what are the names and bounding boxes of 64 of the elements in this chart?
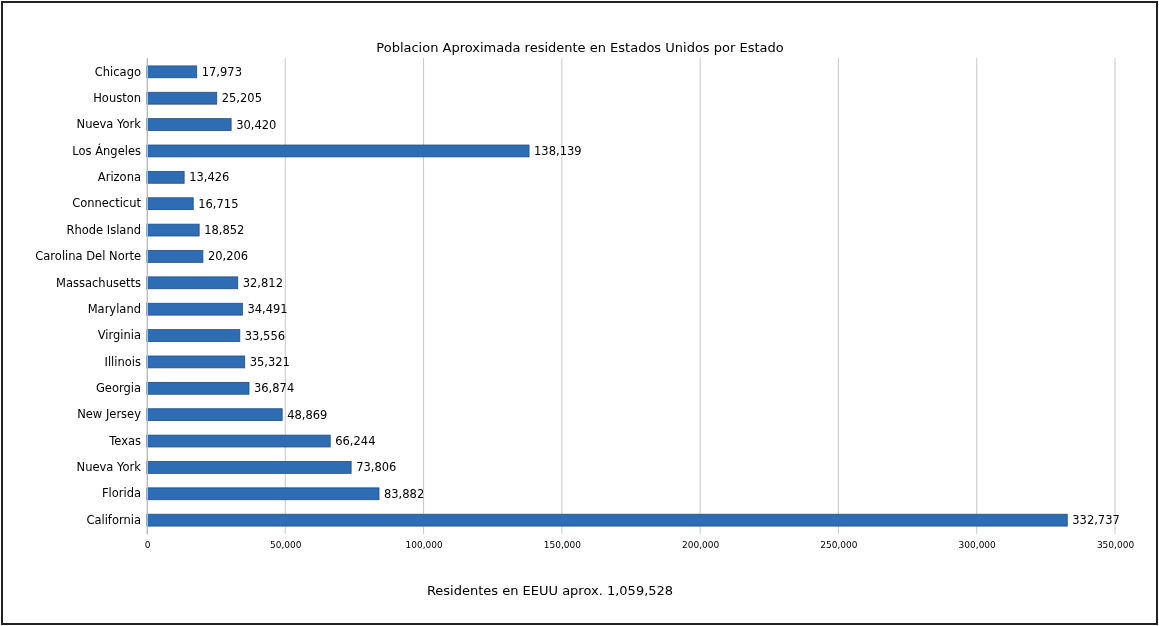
bar: [146, 91, 218, 105]
y-tick-label: Texas: [108, 433, 141, 448]
data-label: 30,420: [236, 117, 277, 132]
data-label: 138,139: [534, 143, 582, 158]
data-label: 18,852: [204, 223, 245, 238]
bar: [146, 276, 239, 290]
data-label: 33,556: [244, 328, 286, 343]
y-tick-label: California: [86, 512, 141, 527]
bar: [146, 487, 380, 501]
bar: [146, 250, 204, 263]
y-tick-label: Massachusetts: [56, 275, 141, 290]
y-tick-label: Nueva York: [76, 117, 142, 132]
y-tick-label: Chicago: [94, 64, 141, 79]
y-tick-label: Virginia: [97, 328, 141, 343]
y-tick-label: Rhode Island: [66, 222, 141, 237]
data-label: 20,206: [207, 249, 249, 264]
x-tick-label: 150,000: [543, 540, 582, 551]
y-tick-label: Nueva York: [76, 460, 142, 475]
bar: [146, 144, 530, 158]
data-label: 36,874: [253, 381, 295, 396]
bar: [146, 381, 250, 395]
x-axis-title: Residentes en EEUU aprox. 1,059,528: [426, 583, 674, 598]
y-tick-label: Los Ángeles: [72, 142, 141, 158]
x-tick-label: 300,000: [958, 540, 997, 551]
bar: [146, 434, 331, 448]
data-label: 66,244: [335, 434, 376, 449]
data-label: 34,491: [247, 302, 288, 317]
bar: [146, 302, 243, 316]
data-label: 13,426: [189, 170, 230, 185]
y-tick-label: Houston: [93, 90, 141, 105]
data-label: 332,737: [1072, 513, 1120, 528]
data-label: 32,812: [242, 275, 283, 290]
bar: [146, 408, 283, 421]
bar: [146, 65, 198, 79]
x-tick-label: 0: [144, 540, 151, 551]
y-tick-label: Florida: [101, 486, 141, 501]
data-label: 16,715: [198, 196, 239, 211]
data-label: 25,205: [221, 91, 262, 106]
data-label: 48,869: [287, 407, 328, 422]
data-label: 73,806: [356, 460, 397, 475]
x-tick-label: 250,000: [820, 540, 858, 551]
y-tick-label: Carolina Del Norte: [35, 249, 141, 264]
y-tick-label: Connecticut: [72, 196, 142, 211]
bar: [146, 118, 232, 131]
y-tick-label: Maryland: [87, 301, 141, 316]
bar: [146, 461, 352, 474]
bar: [146, 171, 185, 184]
bar: [146, 197, 194, 211]
chart-title: Poblacion Aproximada residente en Estados Unidos por Estado: [376, 40, 784, 55]
y-tick-label: Arizona: [97, 170, 141, 185]
bar: [146, 513, 1068, 527]
data-label: 35,321: [249, 354, 290, 369]
bar: [146, 223, 200, 237]
x-tick-label: 350,000: [1096, 540, 1135, 551]
data-label: 17,973: [201, 64, 242, 79]
x-tick-label: 200,000: [682, 540, 720, 551]
y-tick-label: Illinois: [104, 354, 141, 369]
bar: [146, 329, 241, 342]
y-tick-label: New Jersey: [77, 407, 142, 422]
y-tick-label: Georgia: [95, 380, 141, 395]
x-tick-label: 100,000: [405, 540, 443, 551]
x-tick-label: 50,000: [270, 540, 302, 551]
data-label: 83,882: [383, 486, 425, 501]
bar: [146, 355, 246, 369]
